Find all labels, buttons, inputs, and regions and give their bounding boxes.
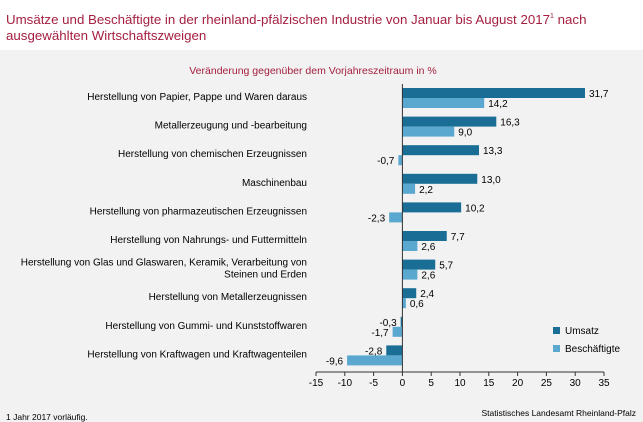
data-label-beschaeftigte: 0,6 — [410, 299, 424, 310]
x-tick-label: 30 — [570, 378, 582, 389]
data-label-beschaeftigte: 9,0 — [458, 128, 472, 139]
legend-label-beschaeftigte: Beschäftigte — [565, 344, 620, 355]
bar-beschaeftigte — [392, 326, 403, 337]
data-label-umsatz: 16,3 — [500, 118, 520, 129]
x-tick-label: 15 — [483, 378, 495, 389]
category-label-line: Herstellung von Metallerzeugnissen — [149, 292, 307, 303]
x-tick-label: -10 — [338, 378, 353, 389]
data-label-umsatz: 13,3 — [483, 146, 503, 157]
bar-umsatz — [402, 202, 462, 213]
x-tick-label: 5 — [428, 378, 434, 389]
bar-umsatz — [402, 288, 417, 299]
legend-label-umsatz: Umsatz — [565, 326, 599, 337]
category-label: Herstellung von Gummi- und Kunststoffwar… — [105, 321, 307, 332]
data-label-beschaeftigte: -1,7 — [371, 328, 389, 339]
category-label: Herstellung von chemischen Erzeugnissen — [118, 149, 307, 160]
category-label: Herstellung von Glas und Glaswaren, Kera… — [21, 258, 307, 281]
category-label-line: Steinen und Erden — [224, 270, 307, 281]
bar-beschaeftigte — [402, 98, 485, 108]
data-label-umsatz: 31,7 — [589, 89, 609, 100]
category-label-line: Herstellung von Papier, Pappe und Waren … — [87, 92, 307, 103]
source-note: Statistisches Landesamt Rheinland-Pfalz — [482, 408, 637, 418]
x-tick-label: 25 — [541, 378, 553, 389]
category-label-line: Herstellung von Glas und Glaswaren, Kera… — [21, 258, 307, 269]
data-label-umsatz: 13,0 — [481, 175, 501, 186]
data-label-beschaeftigte: 14,2 — [488, 99, 508, 110]
bar-umsatz — [402, 259, 436, 270]
bar-beschaeftigte — [402, 241, 418, 251]
data-label-umsatz: -0,3 — [379, 318, 397, 329]
legend-swatch-beschaeftigte — [553, 345, 560, 352]
bar-umsatz — [402, 145, 480, 156]
bar-beschaeftigte — [398, 155, 403, 166]
bar-beschaeftigte — [389, 212, 403, 223]
chart-title: Umsätze und Beschäftigte in der rheinlan… — [6, 9, 636, 44]
category-label: Herstellung von Nahrungs- und Futtermitt… — [110, 235, 307, 246]
data-label-umsatz: 10,2 — [465, 203, 485, 214]
data-label-beschaeftigte: 2,6 — [421, 242, 435, 253]
x-axis: -15 -10 -5 0 5 10 15 20 25 30 35 — [309, 84, 610, 389]
category-label: Herstellung von Metallerzeugnissen — [149, 292, 307, 303]
data-label-beschaeftigte: 2,6 — [421, 271, 435, 282]
bars — [347, 88, 585, 366]
chart-panel: Veränderung gegenüber dem Vorjahreszeitr… — [0, 50, 643, 422]
footnote: 1 Jahr 2017 vorläufig. — [6, 412, 88, 422]
category-label: Herstellung von pharmazeutischen Erzeugn… — [90, 206, 307, 217]
title-block: Umsätze und Beschäftigte in der rheinlan… — [0, 0, 643, 50]
category-label: Herstellung von Kraftwagen und Kraftwage… — [87, 349, 307, 360]
data-label-umsatz: 5,7 — [439, 261, 453, 272]
chart-title-footnote-mark: 1 — [550, 13, 554, 20]
x-tick-label: 0 — [400, 378, 406, 389]
data-label-umsatz: 7,7 — [451, 232, 465, 243]
data-label-umsatz: 2,4 — [420, 289, 434, 300]
legend: Umsatz Beschäftigte — [553, 326, 620, 355]
bar-beschaeftigte — [347, 355, 403, 366]
bar-umsatz — [400, 316, 403, 327]
bar-umsatz — [402, 231, 447, 241]
bar-umsatz — [402, 88, 585, 98]
data-label-beschaeftigte: -9,6 — [326, 356, 344, 367]
bar-beschaeftigte — [402, 126, 455, 137]
category-labels: Herstellung von Papier, Pappe und Waren … — [21, 92, 307, 360]
category-label: Maschinenbau — [242, 178, 307, 189]
category-label: Herstellung von Papier, Pappe und Waren … — [87, 92, 307, 103]
data-label-beschaeftigte: -0,7 — [377, 156, 395, 167]
legend-swatch-umsatz — [553, 327, 560, 334]
category-label-line: Herstellung von Kraftwagen und Kraftwage… — [87, 349, 307, 360]
category-label-line: Metallerzeugung und -bearbeitung — [155, 121, 307, 132]
x-tick-label: 20 — [512, 378, 524, 389]
x-tick-label: -5 — [369, 378, 378, 389]
category-label-line: Herstellung von Gummi- und Kunststoffwar… — [105, 321, 307, 332]
category-label-line: Herstellung von pharmazeutischen Erzeugn… — [90, 206, 307, 217]
data-label-beschaeftigte: 2,2 — [419, 185, 433, 196]
bar-beschaeftigte — [402, 269, 418, 280]
data-labels: 31,7 14,2 16,3 9,0 13,3 -0,7 13,0 2,2 10,2 -2,3 7,… — [326, 89, 609, 367]
data-label-umsatz: -2,8 — [365, 346, 383, 357]
category-label: Metallerzeugung und -bearbeitung — [155, 121, 307, 132]
bar-umsatz — [402, 116, 497, 127]
x-tick-label: 35 — [598, 378, 610, 389]
bar-beschaeftigte — [402, 298, 406, 309]
bar-umsatz — [402, 173, 478, 184]
category-label-line: Herstellung von Nahrungs- und Futtermitt… — [110, 235, 307, 246]
x-tick-label: 10 — [454, 378, 466, 389]
bar-umsatz — [386, 345, 403, 356]
data-label-beschaeftigte: -2,3 — [368, 213, 386, 224]
category-label-line: Maschinenbau — [242, 178, 307, 189]
chart-subtitle: Veränderung gegenüber dem Vorjahreszeitr… — [189, 65, 437, 77]
chart-title-tail: nach ausgewählten Wirtschaftszweigen — [6, 12, 587, 43]
category-label-line: Herstellung von chemischen Erzeugnissen — [118, 149, 307, 160]
x-tick-label: -15 — [309, 378, 324, 389]
chart-title-text: Umsätze und Beschäftigte in der rheinlan… — [6, 12, 551, 27]
bar-chart: Veränderung gegenüber dem Vorjahreszeitr… — [6, 65, 637, 422]
bar-beschaeftigte — [402, 183, 416, 194]
